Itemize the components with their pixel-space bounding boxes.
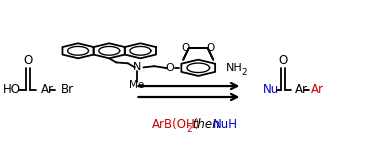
- Text: Ar: Ar: [41, 83, 54, 97]
- Text: 2: 2: [241, 68, 246, 77]
- Text: 2: 2: [186, 125, 192, 134]
- Text: O: O: [206, 43, 215, 53]
- Text: then: then: [189, 118, 223, 131]
- Text: Nu: Nu: [263, 83, 279, 97]
- Text: O: O: [182, 43, 190, 53]
- Text: O: O: [278, 54, 287, 67]
- Text: O: O: [23, 54, 33, 67]
- Text: N: N: [133, 62, 141, 72]
- Text: Br: Br: [61, 83, 74, 97]
- Text: Ar: Ar: [295, 83, 308, 97]
- Text: ArB(OH): ArB(OH): [152, 118, 200, 131]
- Text: O: O: [165, 63, 174, 73]
- Text: HO: HO: [3, 83, 21, 97]
- Text: Me: Me: [129, 80, 144, 90]
- Text: NH: NH: [226, 63, 243, 73]
- Text: Ar: Ar: [311, 83, 324, 97]
- Text: NuH: NuH: [213, 118, 238, 131]
